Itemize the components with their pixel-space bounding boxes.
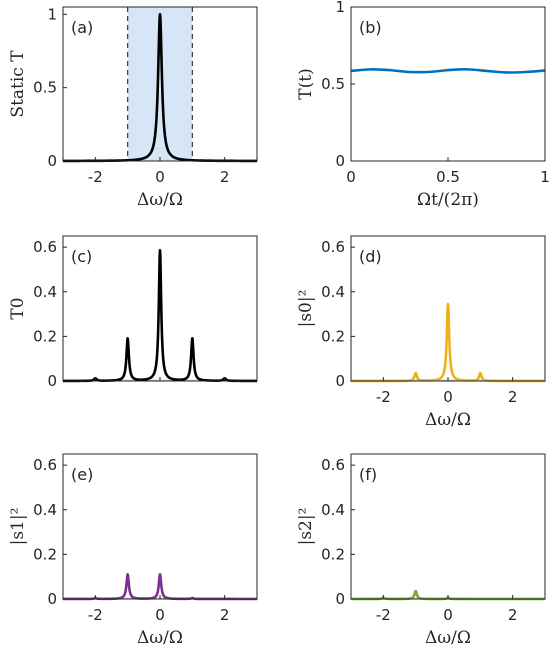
series-line: [61, 249, 259, 383]
panel-6: -2 0 2 0 0.2 0.4 0.6 (f) Δω/Ω |s2|²: [296, 453, 547, 648]
x-tick-label: 2: [508, 388, 518, 406]
x-tick-label: 0.5: [436, 168, 460, 186]
panel-5: -2 0 2 0 0.2 0.4 0.6 (e) Δω/Ω |s1|²: [8, 453, 259, 648]
panel-label: (d): [359, 247, 382, 266]
x-tick-label: 1: [540, 168, 550, 186]
panel-2: 0 0.5 1 0 0.5 1 (b) Ωt/(2π) T(t): [296, 0, 550, 210]
panel-label: (c): [71, 247, 92, 266]
x-tick-label: -2: [376, 388, 391, 406]
y-tick-label: 1: [335, 0, 345, 16]
y-tick-label: 0.6: [321, 238, 345, 256]
y-axis-label: |s1|²: [8, 508, 28, 546]
y-tick-label: 0.2: [33, 327, 57, 345]
y-axis-label: T0: [8, 297, 28, 319]
x-tick-label: -2: [376, 606, 391, 624]
y-tick-label: 0.5: [33, 79, 57, 97]
y-tick-label: 0: [47, 152, 57, 170]
y-tick-label: 0.4: [33, 283, 57, 301]
x-tick-label: 0: [155, 606, 165, 624]
y-tick-label: 0.4: [321, 501, 345, 519]
x-axis-label: Δω/Ω: [137, 190, 183, 210]
x-axis-label: Δω/Ω: [425, 410, 471, 430]
y-tick-label: 0: [47, 590, 57, 608]
panel-label: (b): [359, 18, 382, 37]
x-tick-label: 0: [443, 606, 453, 624]
x-tick-label: 2: [508, 606, 518, 624]
y-tick-label: 0: [335, 152, 345, 170]
x-axis-label: Ωt/(2π): [417, 190, 479, 210]
series-line: [349, 302, 547, 383]
y-tick-label: 0.6: [33, 456, 57, 474]
axes-box: [350, 453, 546, 600]
y-tick-label: 0.4: [33, 501, 57, 519]
y-tick-label: 0: [335, 590, 345, 608]
y-tick-label: 0.2: [33, 545, 57, 563]
y-tick-label: 1: [47, 5, 57, 23]
y-axis-label: Static T: [8, 50, 28, 118]
y-tick-label: 0: [47, 372, 57, 390]
panel-label: (e): [71, 465, 93, 484]
x-tick-label: -2: [88, 168, 103, 186]
y-tick-label: 0: [335, 372, 345, 390]
y-tick-label: 0.6: [321, 456, 345, 474]
x-axis-label: Δω/Ω: [425, 628, 471, 648]
x-tick-label: 0: [346, 168, 356, 186]
y-tick-label: 0.6: [33, 238, 57, 256]
x-tick-label: 0: [443, 388, 453, 406]
y-tick-label: 0.5: [321, 75, 345, 93]
panel-3: 0 0.2 0.4 0.6 (c) T0: [8, 235, 259, 390]
y-axis-label: T(t): [296, 68, 316, 99]
x-tick-label: 2: [220, 606, 230, 624]
y-tick-label: 0.2: [321, 327, 345, 345]
x-tick-label: -2: [88, 606, 103, 624]
x-tick-label: 0: [155, 168, 165, 186]
panel-label: (a): [71, 18, 93, 37]
y-axis-label: |s0|²: [296, 290, 316, 328]
series-line: [350, 68, 546, 74]
x-tick-label: 2: [220, 168, 230, 186]
panel-1: -2 0 2 0 0.5 1 (a) Δω/Ω Static T: [8, 5, 259, 210]
y-tick-label: 0.2: [321, 545, 345, 563]
panel-label: (f): [359, 465, 377, 484]
x-axis-label: Δω/Ω: [137, 628, 183, 648]
y-axis-label: |s2|²: [296, 508, 316, 546]
y-tick-label: 0.4: [321, 283, 345, 301]
panel-4: -2 0 2 0 0.2 0.4 0.6 (d) Δω/Ω |s0|²: [296, 235, 547, 430]
